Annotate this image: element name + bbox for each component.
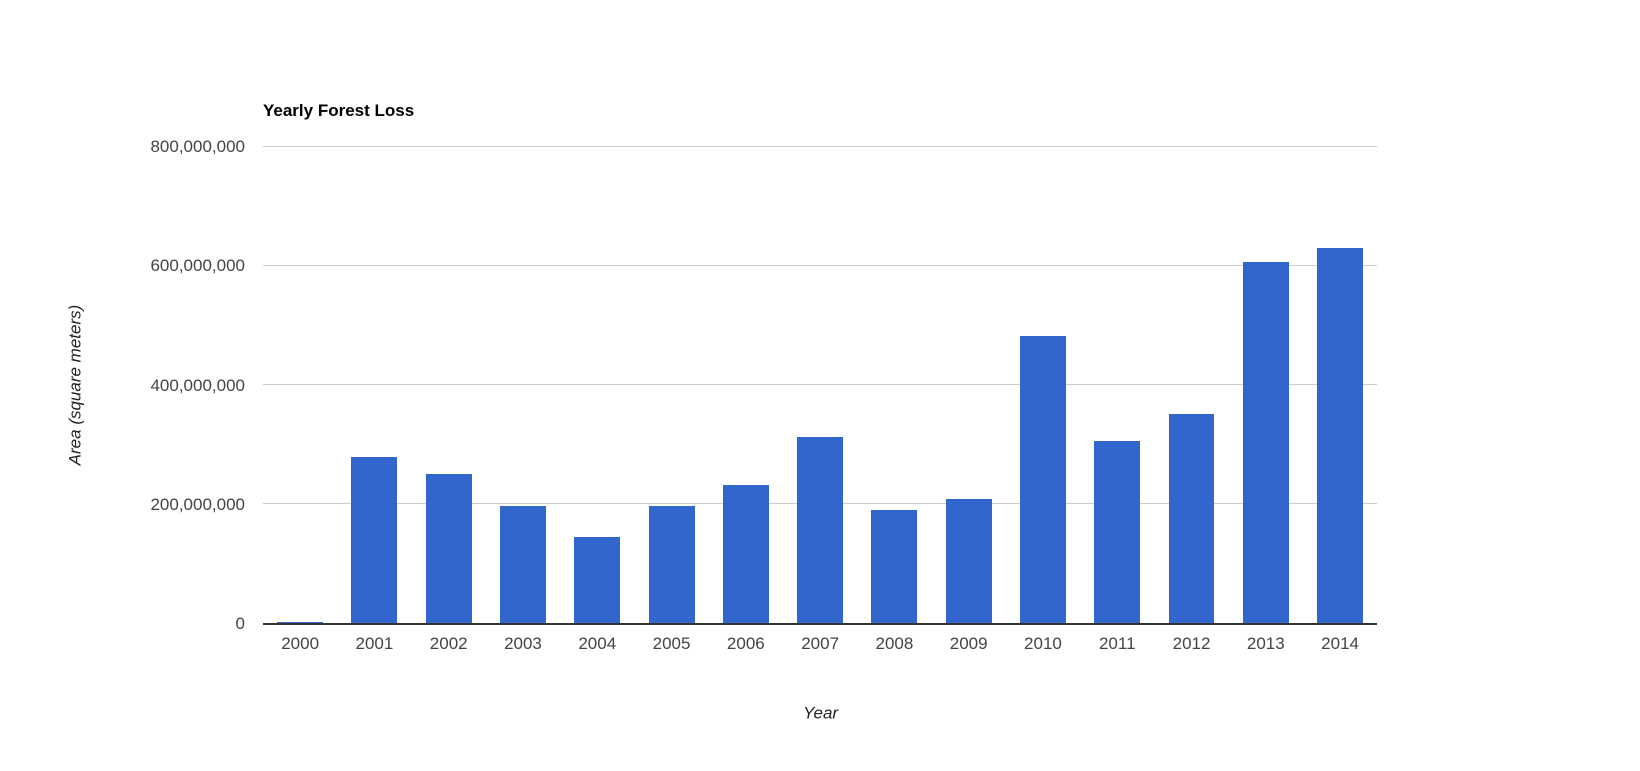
x-tick-label: 2007 <box>801 634 840 653</box>
x-tick-label: 2000 <box>281 634 320 653</box>
x-tick-label: 2014 <box>1321 634 1360 653</box>
bar-2013[interactable] <box>1242 262 1289 624</box>
y-tick-label: 400,000,000 <box>150 375 245 395</box>
x-tick-label: 2003 <box>504 634 542 653</box>
bar-2014[interactable] <box>1317 248 1364 624</box>
bar-2006[interactable] <box>722 484 769 624</box>
x-tick-label: 2012 <box>1172 634 1211 653</box>
x-tick-label: 2001 <box>355 634 394 653</box>
y-tick-label: 600,000,000 <box>150 256 245 276</box>
bar-2002[interactable] <box>425 473 472 624</box>
bar-2009[interactable] <box>945 499 992 624</box>
y-axis-title: Area (square meters) <box>65 304 85 465</box>
bar-2005[interactable] <box>648 506 695 624</box>
x-tick-label: 2002 <box>429 634 468 653</box>
x-tick-label: 2004 <box>578 634 617 653</box>
x-tick-label: 2011 <box>1098 634 1136 653</box>
bar-2001[interactable] <box>351 456 398 624</box>
x-tick-label: 2008 <box>875 634 914 653</box>
bar-2011[interactable] <box>1094 441 1141 624</box>
bar-2008[interactable] <box>871 510 918 624</box>
x-tick-label: 2006 <box>726 634 765 653</box>
gridline <box>263 145 1378 147</box>
gridline <box>263 384 1378 386</box>
gridline <box>263 264 1378 266</box>
bar-2012[interactable] <box>1168 413 1215 624</box>
x-tick-label: 2009 <box>949 634 988 653</box>
x-tick-label: 2010 <box>1024 634 1062 653</box>
bar-2000[interactable] <box>277 622 324 624</box>
x-axis-baseline <box>263 623 1378 626</box>
bar-2003[interactable] <box>500 506 546 624</box>
y-tick-label: 200,000,000 <box>150 495 245 515</box>
x-axis-title: Year <box>803 703 839 723</box>
x-tick-label: 2013 <box>1246 634 1285 653</box>
bar-2007[interactable] <box>797 437 844 624</box>
bar-2004[interactable] <box>574 537 621 624</box>
bar-2010[interactable] <box>1020 335 1066 624</box>
chart-title: Yearly Forest Loss <box>263 100 415 120</box>
x-tick-label: 2005 <box>652 634 691 653</box>
y-tick-label: 0 <box>235 614 245 634</box>
y-tick-label: 800,000,000 <box>150 137 245 157</box>
